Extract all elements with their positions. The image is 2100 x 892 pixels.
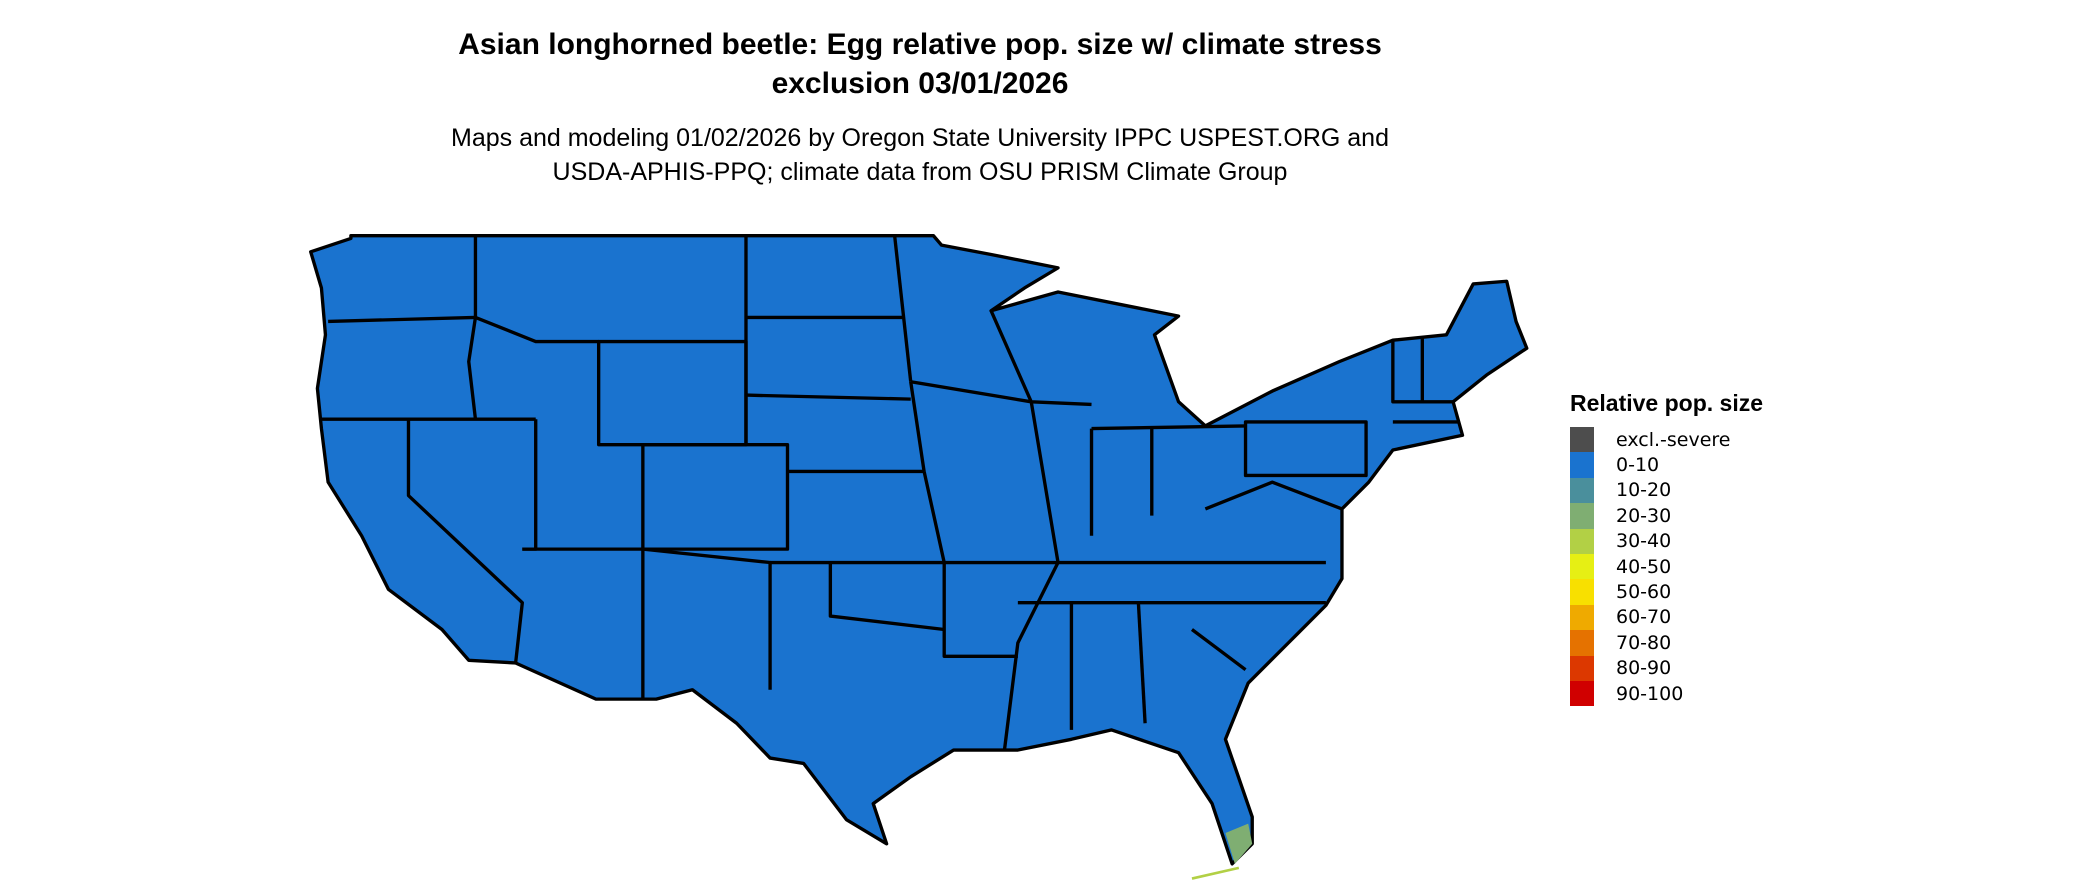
legend-swatch [1570, 503, 1594, 529]
legend-swatch [1570, 477, 1594, 504]
legend-swatch [1570, 553, 1594, 580]
legend-item: 80-90 [1570, 655, 1763, 681]
map-title-line-2: exclusion 03/01/2026 [771, 67, 1069, 100]
legend-label: 60-70 [1616, 606, 1672, 629]
legend-label: 20-30 [1616, 504, 1672, 527]
legend-item: 90-100 [1570, 680, 1763, 707]
legend-item: 40-50 [1570, 553, 1763, 580]
us-outline [309, 234, 1529, 866]
legend-swatch [1570, 579, 1594, 605]
state-borders [321, 235, 1460, 751]
legend-item: excl.-severe [1570, 427, 1763, 453]
map-title-line-1: Asian longhorned beetle: Egg relative po… [458, 28, 1382, 61]
legend-swatch [1570, 630, 1594, 656]
legend-item: 60-70 [1570, 604, 1763, 631]
legend-swatch [1570, 528, 1594, 554]
legend-label: 90-100 [1616, 682, 1684, 705]
legend-swatch [1570, 604, 1594, 631]
legend-label: 10-20 [1616, 479, 1672, 502]
legend-item: 0-10 [1570, 452, 1763, 478]
legend-swatch [1570, 452, 1594, 478]
subtitle-line-1: Maps and modeling 01/02/2026 by Oregon S… [451, 124, 1389, 152]
legend-item: 10-20 [1570, 477, 1763, 504]
legend-label: 0-10 [1616, 454, 1660, 477]
legend-label: 70-80 [1616, 631, 1672, 654]
legend-item: 30-40 [1570, 528, 1763, 554]
florida-tip-20-30 [1225, 823, 1253, 864]
legend-swatch [1570, 680, 1594, 707]
legend-item: 70-80 [1570, 630, 1763, 656]
legend-label: excl.-severe [1616, 428, 1731, 451]
legend: Relative pop. size excl.-severe 0-10 10-20… [1570, 390, 1764, 707]
legend-swatch [1570, 427, 1594, 453]
legend-label: 80-90 [1616, 657, 1672, 680]
legend-item: 20-30 [1570, 503, 1763, 529]
subtitle-line-2: USDA-APHIS-PPQ; climate data from OSU PR… [552, 158, 1288, 186]
legend-label: 50-60 [1616, 581, 1672, 604]
legend-label: 40-50 [1616, 555, 1672, 578]
legend-label: 30-40 [1616, 530, 1672, 553]
keys-30-40 [1191, 866, 1240, 880]
legend-item: 50-60 [1570, 579, 1763, 605]
legend-swatch [1570, 655, 1594, 681]
legend-title: Relative pop. size [1570, 390, 1764, 416]
